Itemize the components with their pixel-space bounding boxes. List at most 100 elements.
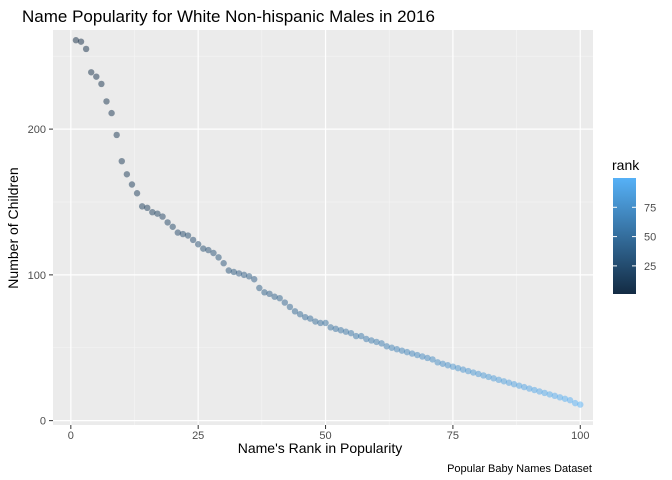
data-point xyxy=(82,45,90,53)
data-point xyxy=(200,245,207,252)
data-point xyxy=(271,293,278,300)
data-point xyxy=(500,378,508,385)
data-point xyxy=(286,303,294,311)
data-point xyxy=(510,380,518,388)
data-point xyxy=(408,350,416,357)
data-point xyxy=(77,38,85,45)
data-point xyxy=(88,69,95,76)
chart-title: Name Popularity for White Non-hispanic M… xyxy=(22,7,435,26)
data-point xyxy=(164,219,171,226)
data-point xyxy=(184,232,192,239)
data-point xyxy=(414,351,421,359)
data-point xyxy=(475,370,482,378)
data-point xyxy=(205,246,212,254)
data-point xyxy=(551,392,558,400)
data-point xyxy=(266,290,273,298)
x-tick-label: 25 xyxy=(192,430,204,442)
data-point xyxy=(347,329,355,337)
data-point xyxy=(296,311,304,318)
data-point xyxy=(98,80,105,88)
data-point xyxy=(480,372,487,379)
y-tick-label: 100 xyxy=(28,270,46,282)
data-point xyxy=(368,337,375,344)
x-tick-label: 50 xyxy=(319,430,331,442)
data-point xyxy=(301,313,309,321)
data-point xyxy=(327,324,334,331)
data-point xyxy=(449,363,457,370)
data-point xyxy=(577,401,584,408)
color-legend: rank 25 50 75 xyxy=(612,157,656,294)
data-point xyxy=(194,241,202,248)
data-point xyxy=(485,373,492,381)
data-point xyxy=(393,346,401,353)
minor-gridlines xyxy=(53,30,593,425)
data-point xyxy=(312,318,319,325)
data-points xyxy=(72,37,584,408)
data-point xyxy=(526,385,533,392)
data-point xyxy=(454,364,462,372)
data-point xyxy=(179,230,187,238)
data-point xyxy=(169,223,176,230)
data-point xyxy=(322,319,329,327)
data-point xyxy=(103,98,110,105)
data-point xyxy=(444,362,452,369)
data-point xyxy=(307,315,314,322)
data-point xyxy=(434,359,441,366)
x-tick-label: 75 xyxy=(447,430,459,442)
data-point xyxy=(332,325,339,333)
data-point xyxy=(118,157,125,165)
data-point xyxy=(378,340,385,347)
data-point xyxy=(93,73,100,80)
legend-ticks: 25 50 75 xyxy=(613,202,656,273)
data-point xyxy=(149,208,156,216)
data-point xyxy=(566,397,574,404)
data-point xyxy=(123,171,131,178)
legend-tick-label: 50 xyxy=(644,232,656,244)
data-point xyxy=(556,394,564,401)
data-point xyxy=(225,267,232,274)
data-point xyxy=(235,270,243,277)
data-point xyxy=(337,327,345,334)
data-point xyxy=(352,332,360,340)
x-axis: 0 25 50 75 100 xyxy=(68,425,589,442)
data-point xyxy=(291,308,299,315)
data-point xyxy=(245,273,253,280)
data-point xyxy=(490,375,497,382)
data-point xyxy=(439,360,446,367)
data-point xyxy=(240,271,248,279)
data-point xyxy=(174,229,182,236)
data-point xyxy=(388,344,395,351)
data-point xyxy=(521,383,528,391)
data-point xyxy=(317,319,324,327)
data-point xyxy=(495,376,502,384)
data-point xyxy=(342,328,350,335)
data-point xyxy=(144,204,151,212)
data-point xyxy=(531,386,538,394)
data-point xyxy=(133,190,141,197)
data-point xyxy=(515,382,523,389)
plot-panel xyxy=(53,30,593,425)
data-point xyxy=(358,332,365,340)
data-point xyxy=(373,338,380,346)
data-point xyxy=(261,289,268,296)
data-point xyxy=(159,213,166,220)
data-point xyxy=(571,399,579,407)
y-tick-label: 0 xyxy=(40,416,46,428)
data-point xyxy=(230,268,238,276)
y-axis: 0 100 200 xyxy=(28,124,53,428)
data-point xyxy=(72,37,80,44)
data-point xyxy=(403,348,411,356)
data-point xyxy=(459,366,467,373)
data-point xyxy=(546,391,553,398)
legend-tick-label: 25 xyxy=(644,261,656,273)
data-point xyxy=(541,389,548,397)
x-tick-label: 100 xyxy=(571,430,589,442)
data-point xyxy=(470,369,477,376)
data-point xyxy=(108,109,115,117)
data-point xyxy=(561,395,569,402)
data-point xyxy=(505,379,513,386)
data-point xyxy=(429,356,436,363)
legend-title: rank xyxy=(612,157,640,173)
data-point xyxy=(256,284,263,292)
